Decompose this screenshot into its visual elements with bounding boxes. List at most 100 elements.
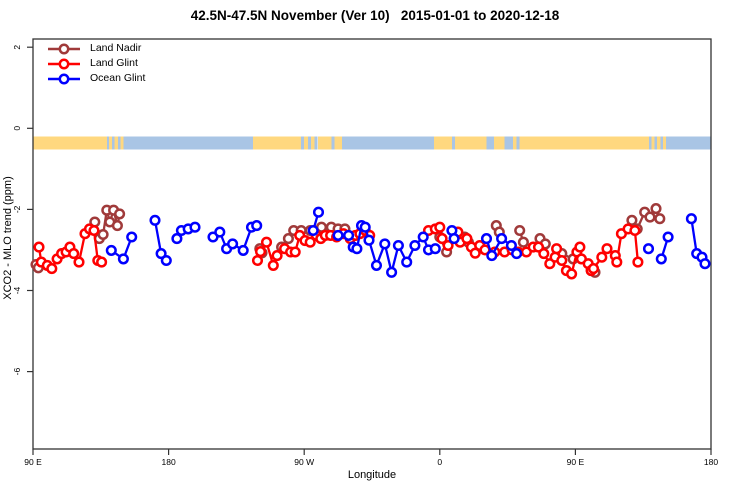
legend-label: Ocean Glint: [90, 72, 146, 84]
data-point: [401, 256, 413, 268]
data-point: [386, 266, 398, 278]
map-strip-segment-ocean: [123, 136, 254, 150]
data-point: [566, 268, 578, 280]
x-tick-label: 0: [437, 457, 442, 467]
map-strip-segment-land: [304, 136, 308, 150]
map-strip-segment-land: [512, 136, 517, 150]
data-point: [312, 206, 325, 218]
map-strip-segment-ocean: [341, 136, 434, 150]
map-strip-segment-land: [253, 136, 302, 150]
map-strip-segment-land: [656, 136, 661, 150]
data-point: [114, 208, 126, 220]
map-strip-segment-land: [109, 136, 113, 150]
data-point: [251, 254, 264, 267]
map-strip-segment-land: [519, 136, 650, 150]
data-point: [486, 250, 498, 262]
series-land-glint: [33, 221, 644, 280]
data-point: [254, 246, 267, 258]
y-axis-label: XCO2 - MLO trend (ppm): [2, 176, 14, 300]
data-point: [596, 251, 608, 263]
data-point: [304, 236, 316, 248]
legend-label: Land Glint: [90, 57, 138, 69]
data-point: [105, 244, 117, 256]
axis-ticks: 90 E 180 90 W 0 90 E 180 2 0 -2 -4 -6: [12, 45, 718, 467]
data-point: [46, 263, 58, 275]
map-strip-segment-ocean: [331, 136, 335, 150]
data-point: [654, 213, 666, 225]
data-point: [111, 220, 123, 232]
data-point: [551, 243, 563, 255]
data-point: [282, 233, 294, 245]
data-point: [505, 239, 517, 252]
data-point: [409, 239, 421, 252]
series-ocean-glint: [105, 206, 711, 278]
map-strip-segment-land: [120, 136, 124, 150]
data-point: [556, 254, 568, 267]
data-point: [251, 220, 263, 232]
data-point: [538, 248, 550, 260]
map-strip-segment-land: [317, 136, 332, 150]
data-point: [650, 203, 662, 215]
data-point: [160, 254, 172, 267]
data-point: [496, 233, 508, 245]
land-nadir-marker-icon: [48, 43, 80, 54]
data-point: [126, 231, 138, 243]
map-strip-segment-land: [334, 136, 342, 150]
y-tick-label: -6: [12, 368, 22, 376]
map-strip-segment-land: [454, 136, 487, 150]
map-strip-segment-land: [494, 136, 505, 150]
data-point: [685, 213, 697, 225]
chart-title: 42.5N-47.5N November (Ver 10) 2015-01-01…: [190, 8, 560, 23]
x-tick-label: 90 E: [24, 457, 42, 467]
data-point: [227, 238, 239, 250]
ocean-glint-marker-icon: [48, 73, 80, 84]
data-point: [517, 236, 529, 248]
map-strip-segment-ocean: [660, 136, 663, 150]
data-point: [699, 258, 711, 270]
data-point: [88, 224, 100, 237]
data-point: [434, 221, 446, 233]
data-point: [442, 239, 454, 252]
map-strip-segment-land: [114, 136, 119, 150]
data-point: [601, 243, 613, 255]
legend-item-land-nadir: Land Nadir: [46, 41, 145, 56]
data-point: [189, 221, 201, 233]
map-strip-segment-ocean: [486, 136, 494, 150]
x-tick-label: 90 E: [567, 457, 585, 467]
data-point: [214, 226, 226, 238]
data-point: [587, 263, 600, 275]
map-strip-segment-land: [33, 136, 107, 150]
y-tick-label: 0: [12, 126, 22, 131]
data-point: [267, 259, 279, 271]
map-strip-segment-ocean: [308, 136, 311, 150]
data-point: [642, 243, 655, 255]
land-glint-marker-icon: [48, 58, 80, 69]
data-point: [96, 256, 108, 268]
data-point: [626, 214, 638, 226]
data-point: [469, 247, 481, 259]
y-tick-label: -4: [12, 286, 22, 294]
data-point: [363, 234, 375, 246]
data-point: [429, 243, 441, 255]
map-strip-segment-ocean: [654, 136, 657, 150]
y-tick-label: 2: [12, 45, 22, 50]
data-point: [655, 253, 667, 265]
data-point: [417, 231, 429, 243]
map-strip: [33, 136, 711, 150]
data-point: [379, 238, 391, 250]
map-strip-segment-ocean: [665, 136, 711, 150]
map-strip-segment-ocean: [314, 136, 318, 150]
data-point: [117, 253, 129, 265]
x-tick-label: 180: [704, 457, 718, 467]
map-strip-segment-land: [662, 136, 666, 150]
map-strip-segment-ocean: [118, 136, 121, 150]
map-strip-segment-ocean: [112, 136, 115, 150]
data-point: [370, 259, 383, 271]
legend: Land Nadir Land Glint Ocean Glint: [46, 41, 145, 86]
map-strip-segment-ocean: [516, 136, 520, 150]
map-strip-segment-land: [311, 136, 315, 150]
legend-item-ocean-glint: Ocean Glint: [46, 71, 145, 86]
data-point: [574, 241, 586, 253]
